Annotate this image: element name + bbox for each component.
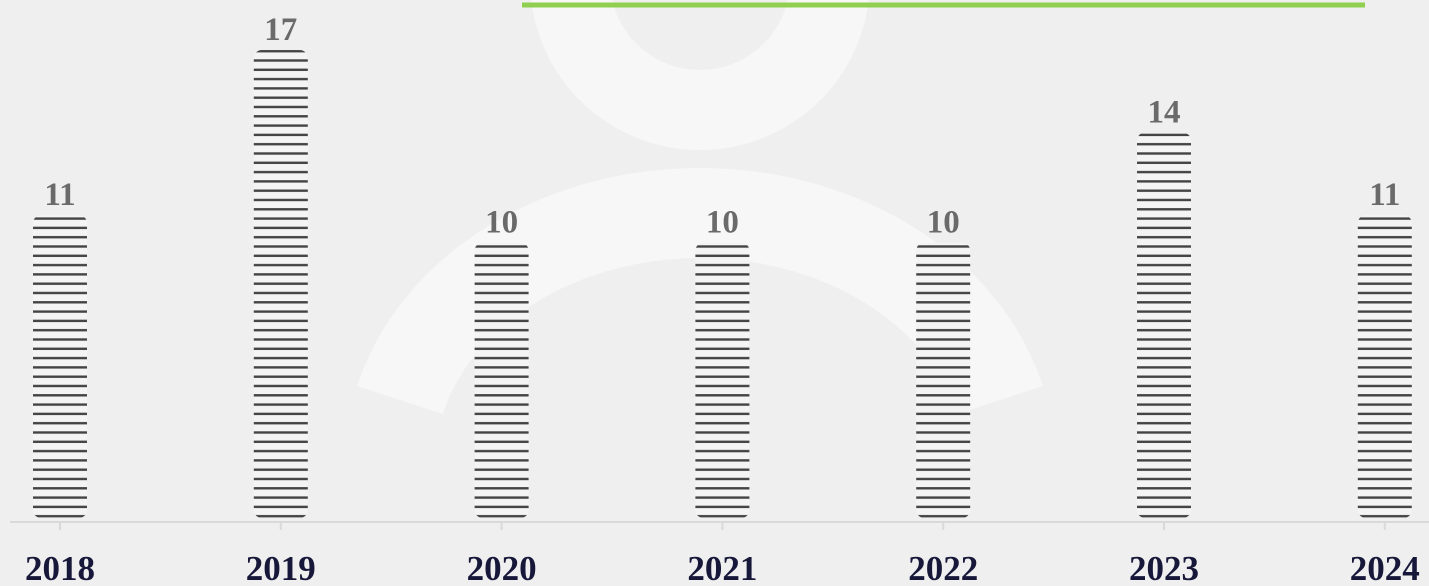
value-label: 11 xyxy=(44,177,75,213)
x-tick-label: 2022 xyxy=(908,549,978,586)
bar xyxy=(695,242,750,519)
x-tick-label: 2023 xyxy=(1129,549,1199,586)
x-tick-label: 2021 xyxy=(687,549,757,586)
bar xyxy=(1137,132,1191,518)
bar xyxy=(474,242,529,519)
x-tick-label: 2019 xyxy=(246,549,316,586)
bar xyxy=(33,215,87,519)
x-tick-label: 2024 xyxy=(1350,549,1420,586)
watermark xyxy=(531,0,869,150)
value-label: 11 xyxy=(1369,177,1400,213)
value-label: 14 xyxy=(1148,95,1181,131)
x-tick-label: 2020 xyxy=(467,549,537,586)
value-label: 10 xyxy=(706,205,739,241)
bar xyxy=(1357,215,1412,519)
bar xyxy=(253,50,308,518)
bar xyxy=(916,242,971,519)
value-label: 10 xyxy=(485,205,518,241)
value-label: 17 xyxy=(264,12,297,48)
value-label: 10 xyxy=(927,205,960,241)
x-tick-label: 2018 xyxy=(25,549,95,586)
